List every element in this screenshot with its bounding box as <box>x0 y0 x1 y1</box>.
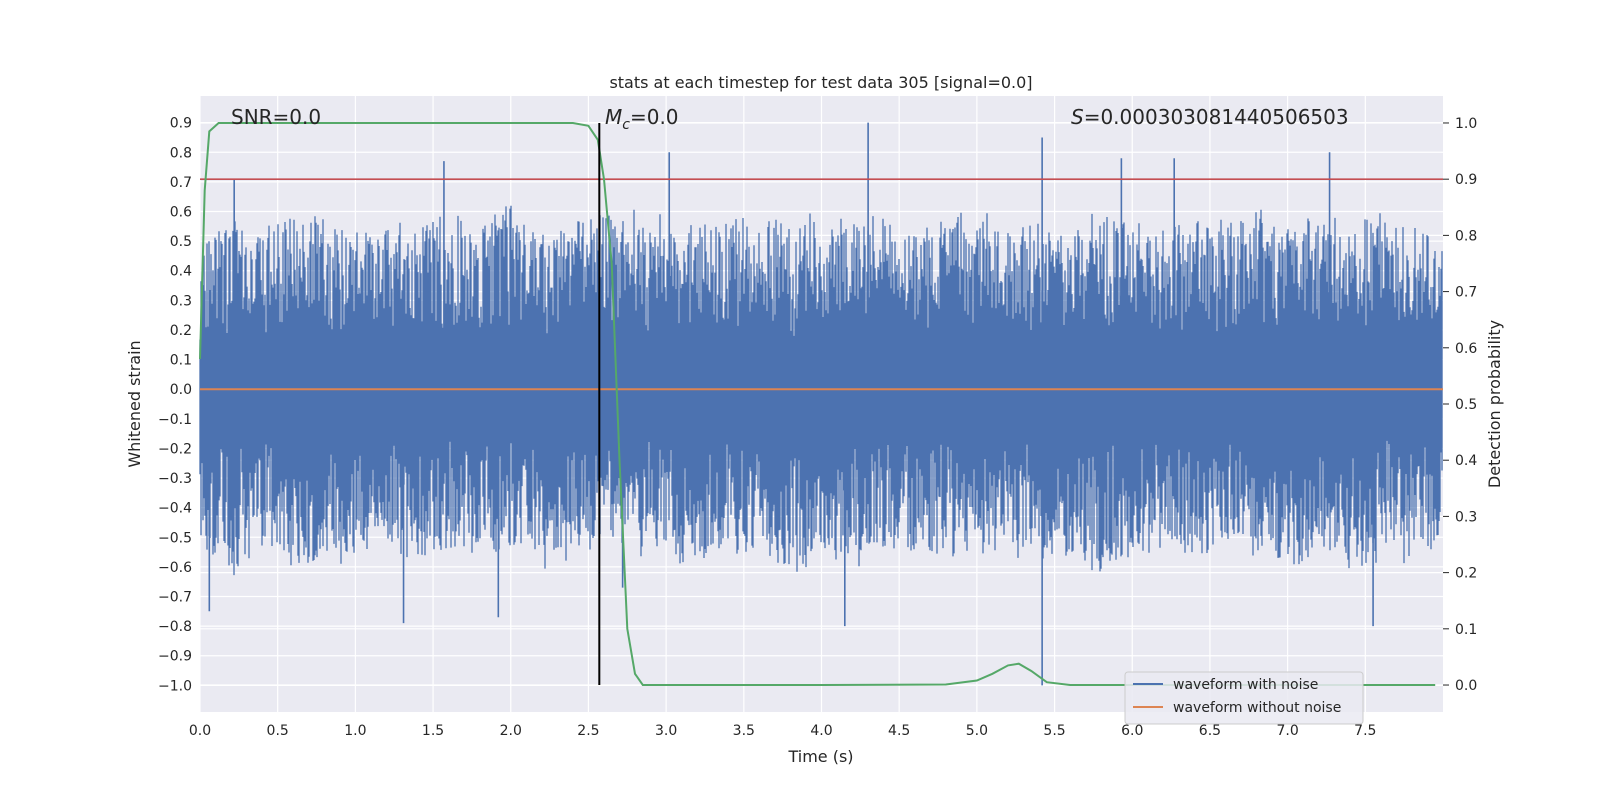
x-tick-label: 0.5 <box>267 723 289 739</box>
y-right-tick-label: 0.9 <box>1455 172 1477 188</box>
probability-curve <box>199 122 1436 686</box>
y-left-tick-label: 0.1 <box>170 353 192 369</box>
annotation-mc-value: =0.0 <box>630 105 679 129</box>
noise-trace <box>199 205 1443 576</box>
x-tick-label: 5.0 <box>966 723 988 739</box>
y-right-axis-ticks: 1.0 0.9 0.8 0.7 0.6 0.5 0.4 0.3 0.2 0.1 0.0 <box>1443 116 1477 694</box>
y-left-tick-label: −0.7 <box>158 590 192 606</box>
annotation-s-symbol: S <box>1071 105 1084 129</box>
y-left-axis-label: Whitened strain <box>125 340 144 467</box>
y-right-tick-label: 0.6 <box>1455 341 1477 357</box>
y-left-tick-label: −0.3 <box>158 471 192 487</box>
x-tick-label: 6.0 <box>1121 723 1143 739</box>
y-left-tick-label: −0.5 <box>158 530 192 546</box>
y-right-tick-label: 0.1 <box>1455 622 1477 638</box>
y-left-tick-label: −1.0 <box>158 678 192 694</box>
y-right-tick-label: 0.7 <box>1455 285 1477 301</box>
legend-label-noise: waveform with noise <box>1173 677 1318 693</box>
x-tick-label: 7.5 <box>1354 723 1376 739</box>
y-right-tick-label: 0.8 <box>1455 228 1477 244</box>
x-tick-label: 7.0 <box>1276 723 1298 739</box>
y-right-axis-label: Detection probability <box>1485 320 1504 488</box>
annotation-chirp-mass: Mc=0.0 <box>605 105 679 133</box>
legend-label-clean: waveform without noise <box>1173 700 1341 716</box>
x-axis-label: Time (s) <box>787 747 853 766</box>
y-left-tick-label: 0.2 <box>170 323 192 339</box>
annotation-snr: SNR=0.0 <box>231 105 321 129</box>
y-left-tick-label: 0.5 <box>170 234 192 250</box>
y-right-tick-label: 0.4 <box>1455 453 1477 469</box>
y-left-tick-label: −0.8 <box>158 619 192 635</box>
y-left-tick-label: 0.6 <box>170 205 192 221</box>
y-left-tick-label: −0.6 <box>158 560 192 576</box>
y-left-tick-label: −0.2 <box>158 441 192 457</box>
x-tick-label: 2.0 <box>500 723 522 739</box>
x-tick-label: 0.0 <box>189 723 211 739</box>
legend: waveform with noise waveform without noi… <box>1124 671 1364 725</box>
chart-title: stats at each timestep for test data 305… <box>609 73 1032 92</box>
y-left-tick-label: −0.4 <box>158 501 192 517</box>
y-left-tick-label: −0.1 <box>158 412 192 428</box>
series-waveform-with-noise <box>199 122 1443 686</box>
legend-box <box>1124 671 1364 725</box>
x-tick-label: 5.5 <box>1043 723 1065 739</box>
y-left-tick-label: 0.4 <box>170 264 192 280</box>
x-tick-label: 2.5 <box>577 723 599 739</box>
y-left-tick-label: 0.9 <box>170 116 192 132</box>
y-left-axis-ticks: 0.9 0.8 0.7 0.6 0.5 0.4 0.3 0.2 0.1 0.0 −0.1 −0.2 −0… <box>158 116 192 695</box>
y-right-tick-label: 0.5 <box>1455 397 1477 413</box>
y-left-tick-label: 0.0 <box>170 382 192 398</box>
y-right-tick-label: 1.0 <box>1455 116 1477 132</box>
y-left-tick-label: 0.3 <box>170 293 192 309</box>
x-tick-label: 3.0 <box>655 723 677 739</box>
y-right-tick-label: 0.0 <box>1455 678 1477 694</box>
y-left-tick-label: 0.8 <box>170 145 192 161</box>
x-tick-label: 6.5 <box>1199 723 1221 739</box>
annotation-mc-symbol: M <box>605 105 622 129</box>
x-tick-label: 4.0 <box>810 723 832 739</box>
x-tick-label: 1.0 <box>344 723 366 739</box>
y-right-tick-label: 0.3 <box>1455 509 1477 525</box>
annotation-s-value: S=0.000303081440506503 <box>1071 105 1349 129</box>
y-left-tick-label: −0.9 <box>158 649 192 665</box>
annotation-s-number: =0.000303081440506503 <box>1084 105 1349 129</box>
x-tick-label: 3.5 <box>733 723 755 739</box>
x-tick-label: 4.5 <box>888 723 910 739</box>
x-axis-ticks: 0.0 0.5 1.0 1.5 2.0 2.5 3.0 3.5 4.0 4.5 5.0 5.5 6.0 6… <box>189 723 1377 739</box>
series-detection-probability <box>199 122 1436 686</box>
annotation-mc-sub: c <box>622 117 630 133</box>
y-right-tick-label: 0.2 <box>1455 566 1477 582</box>
y-left-tick-label: 0.7 <box>170 175 192 191</box>
x-tick-label: 1.5 <box>422 723 444 739</box>
